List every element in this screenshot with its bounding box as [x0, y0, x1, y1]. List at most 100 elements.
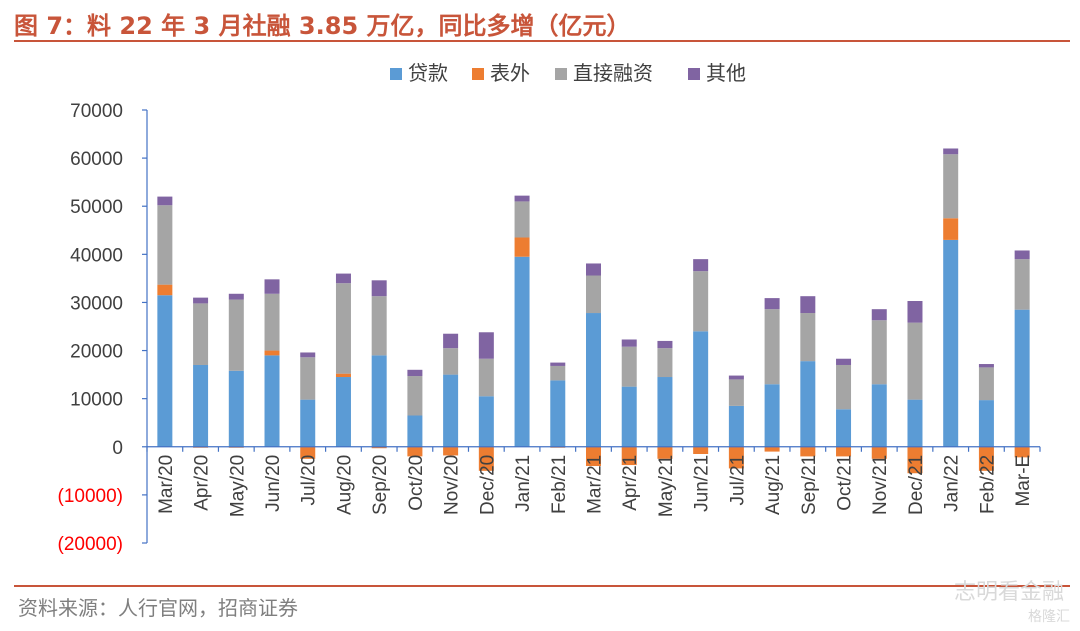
bar-segment	[443, 446, 459, 456]
x-tick-label: Sep/20	[370, 455, 391, 515]
x-tick-label: Sep/21	[799, 455, 820, 515]
x-tick-label: Jun/21	[692, 455, 713, 512]
y-tick-label: 50000	[70, 197, 123, 218]
x-tick-label: Oct/21	[835, 455, 856, 511]
bar-segment	[157, 284, 173, 296]
bar-segment	[657, 340, 673, 349]
x-tick-label: Jul/20	[299, 455, 320, 506]
bar-segment	[300, 399, 316, 447]
y-tick-label: 40000	[70, 245, 123, 266]
bar-segment	[907, 301, 923, 323]
bar-segment	[478, 358, 494, 397]
legend-swatch	[390, 68, 402, 80]
bar-segment	[514, 201, 530, 238]
bar-segment	[836, 446, 852, 457]
bar-segment	[800, 313, 816, 362]
bar-segment	[550, 380, 566, 447]
stacked-bar-chart: (20000) (10000) 0 10000 20000 30000 40000 50000…	[58, 61, 1041, 555]
bar-segment	[1014, 309, 1030, 447]
bar-segment	[764, 309, 780, 385]
bar-segment	[371, 296, 387, 356]
bar-segment	[407, 376, 423, 416]
bar-segment	[621, 446, 637, 466]
y-tick-label: 30000	[70, 293, 123, 314]
bar-segment	[728, 405, 744, 447]
x-tick-label: Feb/22	[977, 455, 998, 514]
bar-segment	[728, 379, 744, 406]
y-tick-label: 0	[112, 438, 123, 459]
x-tick-label: Nov/21	[870, 455, 891, 515]
bar-segment	[300, 352, 316, 358]
bar-segment	[300, 357, 316, 400]
legend-label: 直接融资	[573, 61, 653, 85]
bar-segment	[335, 283, 351, 374]
bar-segment	[621, 386, 637, 447]
bar-segment	[586, 275, 601, 314]
x-tick-label: Feb/21	[549, 455, 570, 514]
bar-segment	[514, 195, 530, 202]
bar-segment	[657, 377, 673, 447]
bar-segment	[335, 377, 351, 447]
bar-segment	[1014, 446, 1030, 458]
bar-segment	[407, 415, 423, 447]
bar-segment	[657, 348, 673, 378]
watermark-corner: 格隆汇	[1028, 609, 1070, 625]
bar-segment	[443, 348, 459, 375]
bar-segment	[907, 322, 923, 400]
x-tick-label: Dec/21	[906, 455, 927, 515]
x-tick-label: Apr/21	[620, 455, 641, 511]
legend-label: 表外	[490, 61, 530, 85]
bar-segment	[228, 299, 244, 371]
bar-segment	[693, 331, 709, 447]
x-tick-label: Aug/20	[334, 455, 355, 515]
bar-segment	[193, 303, 209, 365]
y-tick-label: (10000)	[58, 486, 124, 507]
bar-segment	[335, 373, 351, 378]
x-tick-label: Jul/21	[727, 455, 748, 506]
bar-segment	[157, 196, 173, 206]
x-tick-label: Apr/20	[192, 455, 213, 511]
bar-segment	[943, 218, 959, 240]
x-tick-label: May/20	[227, 455, 248, 517]
bar-segment	[871, 446, 887, 459]
bar-segment	[264, 350, 280, 356]
bar-segment	[693, 271, 709, 332]
bar-segment	[836, 409, 852, 447]
bar-segment	[836, 364, 852, 410]
bar-segment	[264, 293, 280, 351]
bar-segment	[371, 280, 387, 297]
watermark-text: 志明看金融	[953, 580, 1064, 605]
bar-segment	[800, 361, 816, 447]
bar-segment	[871, 309, 887, 321]
bar-segment	[264, 355, 280, 447]
bar-segment	[907, 399, 923, 447]
bar-segment	[157, 295, 173, 447]
bar-segment	[764, 446, 780, 452]
bar-segment	[978, 367, 994, 401]
bar-segment	[550, 362, 566, 366]
bar-segment	[800, 296, 816, 314]
y-tick-label: 20000	[70, 342, 123, 363]
bar-segment	[1014, 259, 1030, 310]
x-tick-label: Jan/21	[513, 455, 534, 512]
x-tick-label: Mar/21	[585, 455, 606, 514]
figure-title: 图 7：料 22 年 3 月社融 3.85 万亿，同比多增（亿元）	[14, 12, 631, 40]
legend-label: 其他	[706, 61, 746, 85]
bar-segment	[371, 446, 387, 449]
bar-segment	[514, 237, 530, 257]
bar-segment	[978, 400, 994, 447]
bar-segment	[693, 446, 709, 454]
bar-segment	[264, 279, 280, 294]
bar-segment	[943, 154, 959, 219]
bar-segment	[621, 346, 637, 387]
bar-segment	[907, 446, 923, 474]
bar-segment	[871, 384, 887, 447]
y-tick-label: 10000	[70, 390, 123, 411]
bar-segment	[943, 148, 959, 155]
bar-segment	[157, 205, 173, 285]
bar-segment	[300, 446, 316, 459]
bar-segment	[764, 384, 780, 447]
bar-segment	[478, 396, 494, 447]
bar-segment	[586, 446, 601, 467]
bar-segment	[586, 313, 601, 447]
